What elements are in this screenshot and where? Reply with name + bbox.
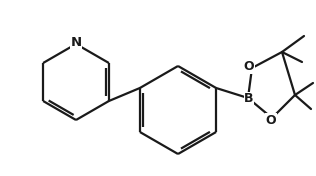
Text: O: O	[244, 61, 254, 74]
Text: O: O	[266, 114, 276, 127]
Text: N: N	[70, 36, 82, 49]
Text: B: B	[244, 93, 254, 105]
